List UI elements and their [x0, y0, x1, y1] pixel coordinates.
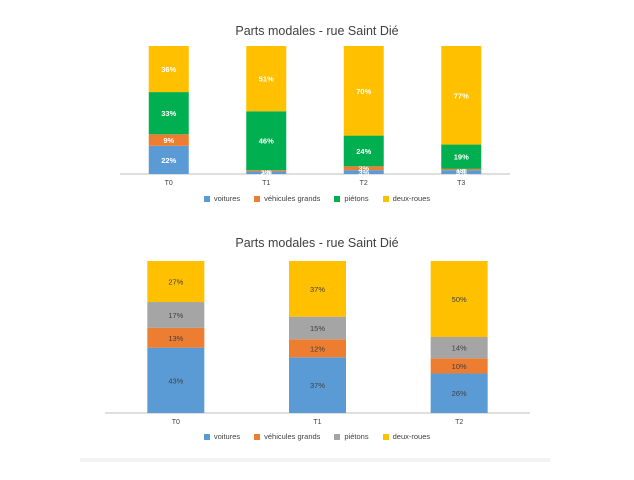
bar-segment-voitures-T3 [441, 170, 482, 174]
data-label: 36% [161, 65, 176, 74]
x-tick-label: T2 [455, 419, 463, 426]
chart1-title: Parts modales - rue Saint Dié [235, 24, 399, 38]
legend-label: piétons [344, 194, 369, 203]
bar-segment-véhicules-grands-T0 [147, 327, 205, 348]
legend-item: piétons [334, 432, 369, 441]
x-tick-label: T2 [360, 180, 368, 187]
legend-label: piétons [344, 432, 369, 441]
bar-segment-véhicules-grands-T2 [430, 358, 488, 374]
data-label: 1% [261, 167, 272, 176]
legend-item: voitures [203, 194, 241, 203]
data-label: 3% [456, 168, 467, 177]
data-label: 1% [456, 166, 467, 175]
bar-segment-deux-roues-T1 [289, 261, 346, 317]
data-label: 24% [356, 147, 371, 156]
legend-label: voitures [213, 194, 241, 203]
bar-segment-voitures-T2 [343, 170, 384, 174]
data-label: 50% [452, 295, 467, 304]
legend-label: deux-roues [392, 432, 431, 441]
bar-segment-voitures-T0 [148, 145, 189, 174]
bar-segment-piétons-T0 [147, 302, 205, 328]
data-label: 46% [259, 137, 274, 146]
data-label: 9% [163, 136, 174, 145]
bar-segment-véhicules-grands-T1 [289, 339, 346, 358]
data-label: 10% [452, 362, 467, 371]
bar-segment-piétons-T1 [289, 316, 346, 340]
divider [80, 458, 550, 462]
data-label: 22% [161, 156, 176, 165]
data-label: 15% [310, 324, 325, 333]
bar-segment-voitures-T0 [147, 347, 205, 413]
chart2-plot: 43% 13% 17% 27% T0 37% 12% 15% 37% T1 26% 10% 14% 50%… [105, 261, 530, 426]
data-label: 70% [356, 87, 371, 96]
legend-label: véhicules grands [264, 194, 321, 203]
bar-segment-voitures-T1 [289, 357, 346, 413]
data-label: 17% [168, 311, 183, 320]
bar-segment-piétons-T3 [441, 144, 482, 169]
bar-segment-véhicules-grands-T0 [148, 134, 189, 146]
legend-swatch [382, 433, 389, 440]
x-tick-label: T1 [262, 180, 270, 187]
legend-item: deux-roues [382, 432, 431, 441]
x-tick-label: T0 [165, 180, 173, 187]
legend-label: deux-roues [392, 194, 431, 203]
legend-item: véhicules grands [254, 194, 320, 203]
data-label: 19% [454, 153, 469, 162]
data-label: 43% [168, 376, 183, 385]
bar-segment-piétons-T2 [343, 135, 384, 167]
data-label: 12% [310, 344, 325, 353]
data-label: 13% [168, 334, 183, 343]
bar-segment-voitures-T2 [430, 373, 488, 413]
chart1-plot: 22%9%33%36%T02%1%46%51%T13%3%24%70%T23%1… [120, 46, 510, 187]
bar-segment-deux-roues-T0 [147, 261, 205, 303]
bar-segment-deux-roues-T2 [343, 46, 384, 136]
legend-swatch [254, 195, 261, 202]
legend-swatch [382, 195, 389, 202]
x-tick-label: T0 [172, 419, 180, 426]
chart2-legend: voitures véhicules grands piétons deux-roue… [0, 432, 634, 441]
bar-segment-voitures-T1 [246, 171, 287, 174]
legend-swatch [334, 195, 341, 202]
data-label: 33% [161, 109, 176, 118]
data-label: 51% [259, 75, 274, 84]
data-label: 3% [358, 164, 369, 173]
bar-segment-deux-roues-T1 [246, 46, 287, 112]
bar-segment-piétons-T1 [246, 111, 287, 171]
legend-swatch [203, 195, 210, 202]
bar-segment-piétons-T0 [148, 92, 189, 135]
legend-swatch [254, 433, 261, 440]
bar-segment-véhicules-grands-T1 [246, 170, 287, 172]
chart1-legend: voitures véhicules grands piétons deux-roue… [0, 194, 634, 203]
data-label: 27% [168, 278, 183, 287]
data-label: 3% [358, 168, 369, 177]
data-label: 2% [261, 169, 272, 178]
legend-item: véhicules grands [254, 432, 320, 441]
legend-item: piétons [334, 194, 369, 203]
bar-segment-deux-roues-T2 [430, 261, 488, 337]
legend-item: deux-roues [382, 194, 431, 203]
bar-segment-piétons-T2 [430, 337, 488, 359]
x-tick-label: T1 [313, 419, 321, 426]
legend-item: voitures [203, 432, 241, 441]
data-label: 37% [310, 285, 325, 294]
legend-label: voitures [213, 432, 241, 441]
data-label: 14% [452, 344, 467, 353]
data-label: 26% [452, 389, 467, 398]
bar-segment-deux-roues-T0 [148, 46, 189, 93]
bar-segment-véhicules-grands-T2 [343, 166, 384, 171]
data-label: 37% [310, 381, 325, 390]
chart2-title: Parts modales - rue Saint Dié [235, 236, 399, 250]
x-tick-label: T3 [457, 180, 465, 187]
data-label: 77% [454, 91, 469, 100]
bar-segment-deux-roues-T3 [441, 46, 482, 145]
legend-swatch [334, 433, 341, 440]
legend-swatch [203, 433, 210, 440]
bar-segment-véhicules-grands-T3 [441, 168, 482, 171]
legend-label: véhicules grands [264, 432, 321, 441]
